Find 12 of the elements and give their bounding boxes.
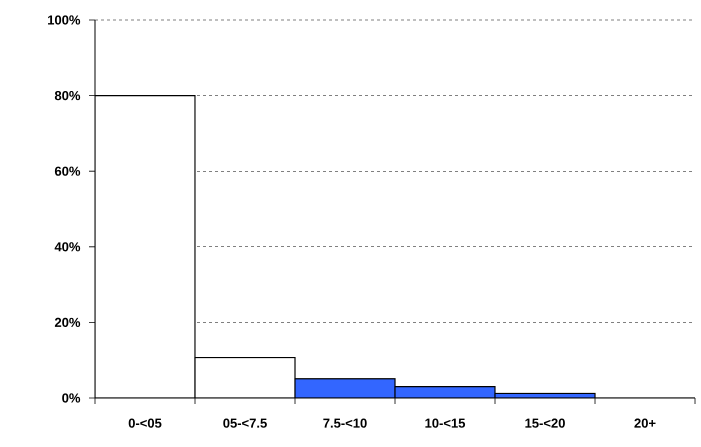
y-tick-label: 0% (62, 393, 80, 403)
x-tick-label: 15-<20 (525, 418, 565, 428)
y-tick-label: 60% (54, 166, 80, 176)
y-tick-label: 40% (54, 242, 80, 252)
y-tick-label: 100% (48, 15, 80, 25)
x-tick-label: 05-<7.5 (223, 418, 267, 428)
x-tick-label: 20+ (634, 418, 656, 428)
x-tick-label: 7.5-<10 (323, 418, 367, 428)
y-tick-label: 20% (54, 318, 80, 327)
x-tick-label: 0-<05 (128, 418, 162, 428)
y-tick-label: 80% (54, 90, 80, 100)
x-tick-label: 10-<15 (425, 418, 466, 428)
